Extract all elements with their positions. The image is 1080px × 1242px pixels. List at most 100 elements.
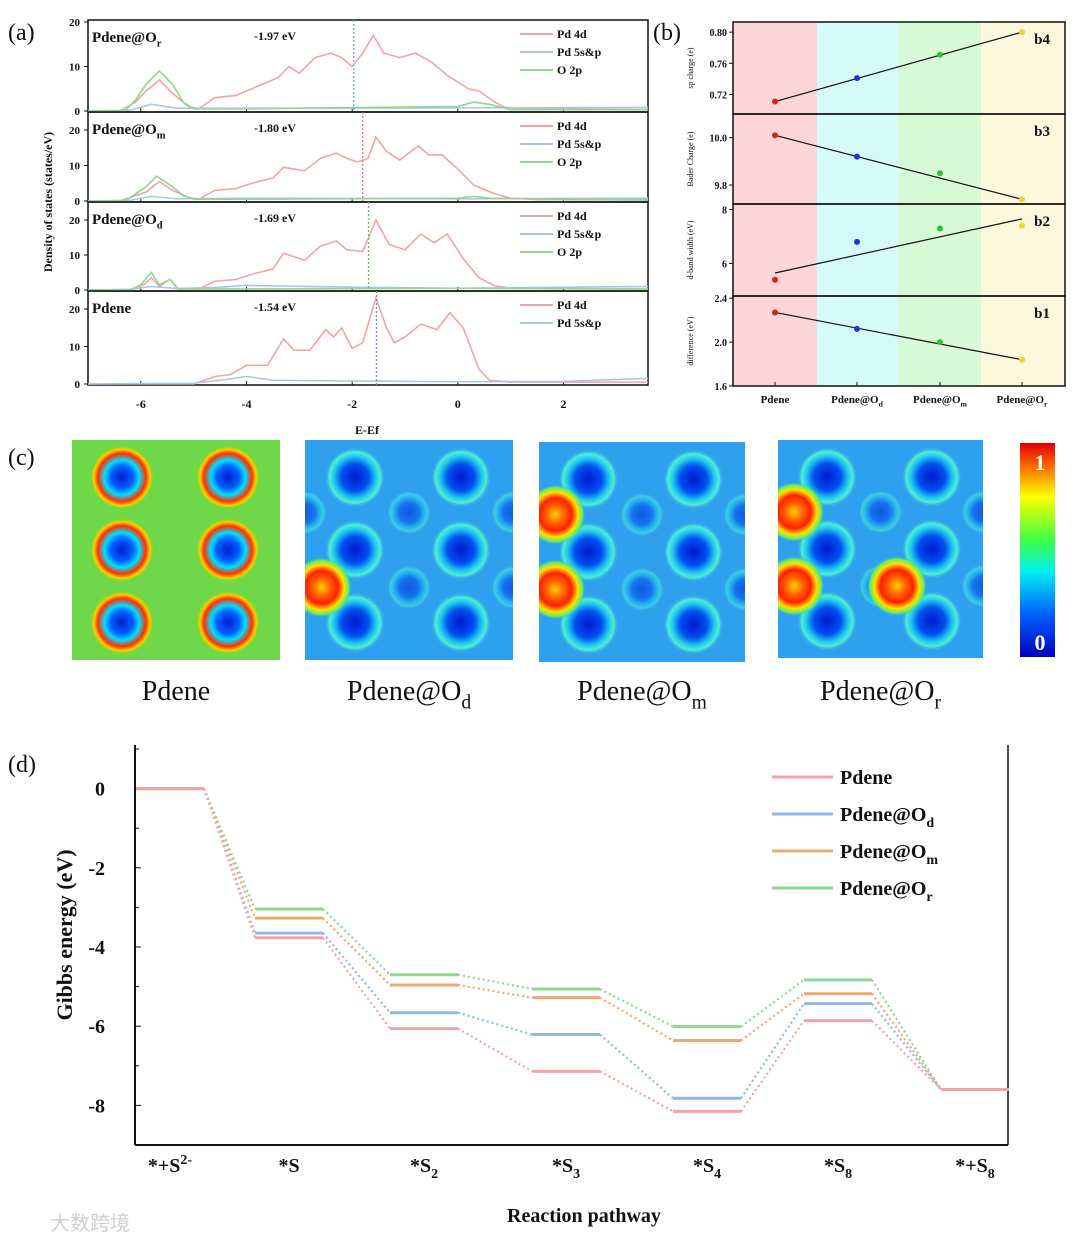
connector-om bbox=[740, 992, 805, 1042]
panel-label-c: (c) bbox=[8, 445, 35, 471]
data-point bbox=[937, 225, 943, 232]
heatmap-3 bbox=[778, 440, 983, 658]
connector-od bbox=[457, 1011, 533, 1036]
panel-label-b: (b) bbox=[653, 20, 681, 46]
legend-label: O 2p bbox=[557, 245, 582, 259]
dos-subplot: 0 10 20 -1.54 eV Pdene Pd 4d Pd 5s&p bbox=[69, 290, 649, 391]
heatmap-atom bbox=[431, 447, 491, 508]
heatmap-atom bbox=[431, 520, 491, 580]
heatmap-minor-atom bbox=[305, 490, 327, 535]
fit-line bbox=[774, 218, 1023, 274]
subplot-tag: b1 bbox=[1034, 306, 1050, 322]
heatmap-atom bbox=[89, 445, 154, 510]
y-tick-label: -2 bbox=[88, 858, 105, 880]
y-tick-label: 0 bbox=[95, 779, 105, 801]
connector-om bbox=[871, 993, 942, 1091]
heatmap-oxygen-hotspot bbox=[778, 481, 825, 542]
data-point bbox=[1019, 356, 1025, 363]
legend-label: Pd 5s&p bbox=[557, 45, 602, 59]
x-tick-label: 0 bbox=[455, 397, 461, 411]
heatmap-oxygen-hotspot bbox=[539, 484, 586, 545]
heatmap-oxygen-hotspot bbox=[305, 557, 352, 618]
y-axis-label: Density of states (states/eV) bbox=[41, 132, 55, 272]
y-tick-label: 0.80 bbox=[710, 28, 728, 39]
dos-curve-pd4d bbox=[88, 135, 649, 202]
data-point bbox=[854, 325, 860, 332]
x-tick-label: *S4 bbox=[693, 1155, 721, 1182]
x-tick-label: Pdene@Od bbox=[831, 394, 884, 408]
connector-od bbox=[740, 1003, 805, 1099]
heatmap-atom bbox=[663, 522, 724, 582]
dos-subplot-title: Pdene@Od bbox=[92, 212, 163, 232]
connector-pdene bbox=[202, 788, 257, 939]
d-band-center-label: -1.97 eV bbox=[254, 29, 296, 43]
dos-curve-o2p bbox=[88, 271, 649, 291]
watermark: 大数跨境 bbox=[50, 1212, 130, 1235]
y-axis-label: sp charge (e) bbox=[686, 47, 695, 89]
connector-om bbox=[457, 983, 533, 999]
legend-label: Pd 5s&p bbox=[557, 137, 602, 151]
y-axis-label: Gibbs energy (eV) bbox=[52, 849, 77, 1020]
legend-label: Pd 4d bbox=[557, 298, 587, 312]
subplot-tag: b3 bbox=[1034, 124, 1050, 140]
heatmap-minor-atom bbox=[723, 567, 745, 612]
panel-d-gibbs: 0 -2 -4 -6 -8 *+S2- *S *S2 *S3 *S4 *S8 *+S8 Reaction… bbox=[52, 745, 1009, 1227]
y-tick-label: 0 bbox=[75, 196, 81, 208]
x-tick-label: *+S8 bbox=[955, 1155, 995, 1182]
y-tick-label: 0.76 bbox=[710, 59, 728, 70]
data-point bbox=[1019, 222, 1025, 229]
d-band-center-label: -1.54 eV bbox=[254, 300, 296, 314]
data-point bbox=[854, 238, 860, 245]
y-tick-label: 10.0 bbox=[710, 134, 728, 145]
y-tick-label: 6 bbox=[722, 260, 727, 271]
dos-curve-o2p bbox=[88, 175, 649, 202]
heatmap-atom bbox=[196, 445, 260, 510]
dos-curve-o2p bbox=[88, 69, 648, 112]
heatmap-atom bbox=[89, 518, 154, 582]
data-point bbox=[937, 51, 943, 58]
y-tick-label: 9.8 bbox=[715, 181, 728, 192]
y-tick-label: 2.0 bbox=[715, 338, 728, 349]
colorbar-min-label: 0 bbox=[1035, 630, 1046, 655]
heatmap-title: Pdene@Od bbox=[347, 676, 471, 713]
y-tick-label: 20 bbox=[69, 17, 81, 29]
scatter-subplot-b4: 0.72 0.76 0.80 b4 sp charge (e) bbox=[686, 21, 1066, 115]
heatmap-oxygen-hotspot bbox=[778, 556, 825, 617]
heatmap-oxygen-hotspot bbox=[539, 559, 586, 620]
connector-om bbox=[599, 996, 674, 1042]
dos-subplot: 0 10 20 -1.80 eV Pdene@Om Pd 4d Pd 5s&p O 2p bbox=[69, 111, 649, 208]
subplot-tag: b4 bbox=[1034, 32, 1050, 48]
fit-line bbox=[774, 311, 1023, 361]
x-tick-label: Pdene bbox=[761, 394, 790, 406]
heatmap-atom bbox=[89, 590, 154, 655]
data-point bbox=[772, 98, 778, 105]
heatmap-atom bbox=[901, 447, 962, 508]
heatmap-1 bbox=[305, 440, 513, 660]
heatmap-minor-atom bbox=[961, 489, 983, 534]
data-point bbox=[937, 170, 943, 177]
y-tick-label: 10 bbox=[69, 250, 81, 262]
connector-pdene bbox=[871, 1019, 942, 1091]
heatmap-title: Pdene bbox=[142, 676, 210, 707]
y-tick-label: 0 bbox=[75, 106, 81, 118]
connector-or bbox=[740, 978, 805, 1028]
dos-subplot-title: Pdene@Om bbox=[92, 122, 166, 142]
y-tick-label: 2.4 bbox=[715, 294, 728, 305]
data-point bbox=[772, 309, 778, 316]
heatmap-minor-atom bbox=[491, 565, 513, 610]
x-axis-label: E-Ef bbox=[355, 423, 380, 437]
legend-label: Pd 5s&p bbox=[557, 227, 602, 241]
panel-c-heatmaps: Pdene Pdene@Od Pdene@Om Pdene@Or 1 0 bbox=[72, 440, 1055, 713]
y-tick-label: 20 bbox=[69, 125, 81, 137]
x-tick-label: *S bbox=[278, 1155, 299, 1177]
heatmap-atom bbox=[663, 594, 724, 655]
x-tick-label: Pdene@Om bbox=[913, 394, 968, 408]
y-axis-label: d-band width (eV) bbox=[686, 220, 695, 279]
connector-or bbox=[202, 788, 257, 910]
y-tick-label: 10 bbox=[69, 342, 81, 354]
heatmap-title: Pdene@Or bbox=[820, 676, 941, 713]
legend-label: Pdene bbox=[840, 767, 892, 789]
dos-frame bbox=[87, 290, 649, 386]
dos-subplot-title: Pdene@Or bbox=[92, 30, 162, 50]
